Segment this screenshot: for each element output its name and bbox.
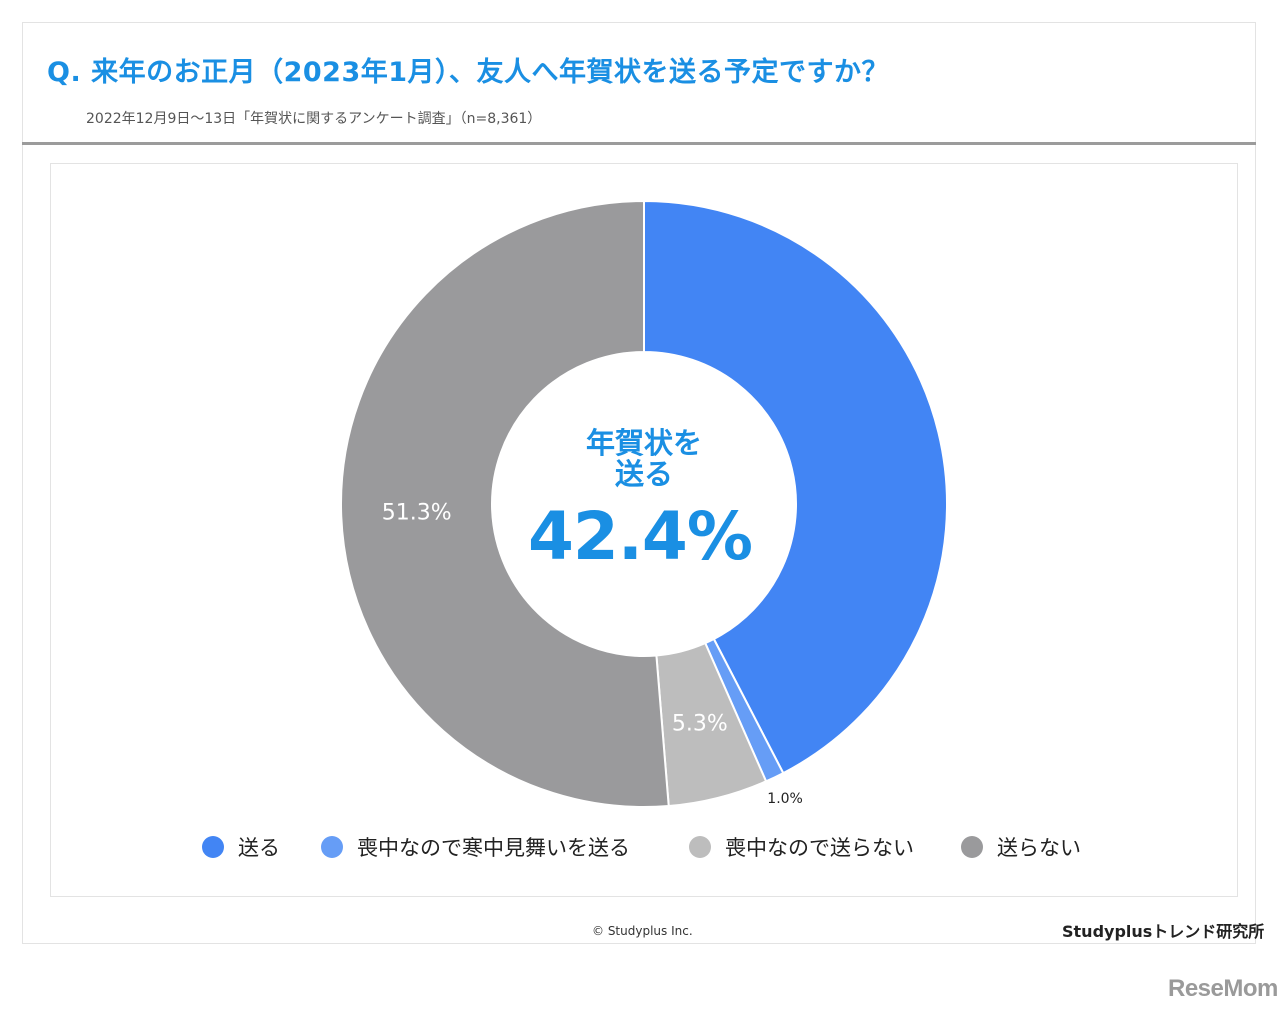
legend-swatch (689, 836, 711, 858)
center-label: 年賀状を 送る (520, 428, 768, 490)
data-label-not-send: 51.3% (382, 500, 452, 525)
legend-item-mourning-none: 喪中なので送らない (689, 832, 914, 862)
legend-item-mourning-card: 喪中なので寒中見舞いを送る (321, 832, 630, 862)
legend-item-send: 送る (202, 832, 280, 862)
legend-label: 送る (238, 836, 280, 860)
chart-title: Q. 来年のお正月（2023年1月）、友人へ年賀状を送る予定ですか？ (47, 57, 890, 88)
data-label-mourning-card: 1.0% (767, 791, 803, 807)
slice-send (643, 199, 948, 775)
brand-label: Studyplusトレンド研究所 (1062, 922, 1265, 941)
copyright: © Studyplus Inc. (592, 924, 693, 938)
watermark-logo: ReseMom (1168, 975, 1278, 1002)
data-label-mourning-none: 5.3% (672, 712, 728, 737)
legend-swatch (321, 836, 343, 858)
legend-label: 喪中なので送らない (725, 836, 914, 860)
chart-subtitle: 2022年12月9日～13日「年賀状に関するアンケート調査」（n=8,361） (86, 111, 542, 127)
legend-label: 送らない (997, 836, 1081, 860)
legend-swatch (202, 836, 224, 858)
legend-label: 喪中なので寒中見舞いを送る (357, 836, 630, 860)
slice-not-send (340, 199, 670, 808)
center-label-line1: 年賀状を (585, 426, 702, 460)
center-value: 42.4% (528, 498, 753, 575)
center-label-line2: 送る (614, 457, 673, 491)
legend-swatch (961, 836, 983, 858)
divider (22, 142, 1256, 145)
legend: 送る 喪中なので寒中見舞いを送る 喪中なので送らない 送らない (0, 832, 1280, 862)
legend-item-not-send: 送らない (961, 832, 1081, 862)
